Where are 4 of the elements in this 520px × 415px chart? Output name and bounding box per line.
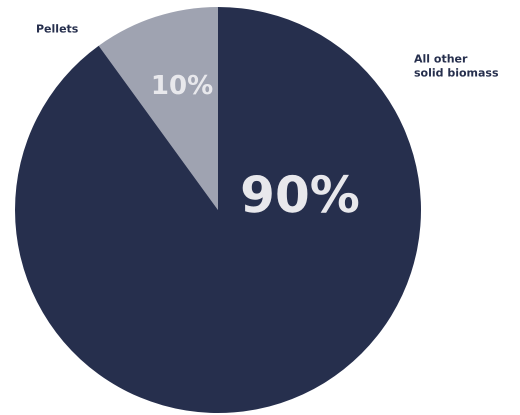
slice-label: All other solid biomass (414, 52, 499, 80)
data-label: 10% (150, 71, 214, 101)
data-label: 90% (240, 166, 360, 224)
slice-label: Pellets (36, 22, 79, 36)
